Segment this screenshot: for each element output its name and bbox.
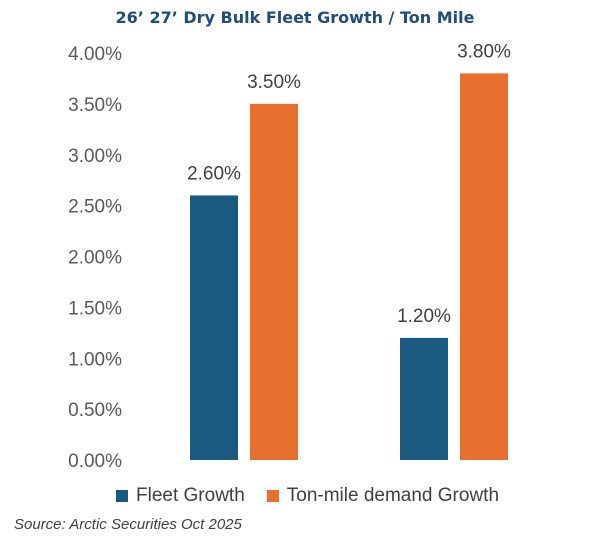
- legend-item-ton-mile-demand-growth: Ton-mile demand Growth: [266, 485, 500, 507]
- y-tick-label: 3.50%: [68, 95, 122, 116]
- bar-fleet-growth-2: [400, 337, 448, 460]
- y-tick-label: 2.50%: [68, 197, 122, 218]
- y-tick-label: 0.00%: [68, 451, 122, 472]
- data-label: 3.50%: [247, 72, 301, 93]
- data-label: 2.60%: [187, 163, 241, 184]
- legend: Fleet Growth Ton-mile demand Growth: [116, 485, 521, 507]
- legend-item-fleet-growth: Fleet Growth: [116, 485, 245, 507]
- y-tick-label: 2.00%: [68, 248, 122, 269]
- y-tick-label: 0.50%: [68, 400, 122, 421]
- y-tick-label: 1.50%: [68, 298, 122, 319]
- source-note: Source: Arctic Securities Oct 2025: [14, 516, 242, 533]
- data-label: 1.20%: [397, 306, 451, 327]
- y-tick-label: 4.00%: [68, 44, 122, 65]
- chart-title: 26’ 27’ Dry Bulk Fleet Growth / Ton Mile: [115, 8, 475, 27]
- y-tick-label: 3.00%: [68, 146, 122, 167]
- legend-swatch-ton-mile-demand-growth: [266, 490, 279, 502]
- legend-label-ton-mile-demand-growth: Ton-mile demand Growth: [286, 485, 500, 506]
- bar-ton-mile-demand-growth-2: [460, 73, 508, 460]
- legend-label-fleet-growth: Fleet Growth: [136, 485, 245, 506]
- y-tick-label: 1.00%: [68, 349, 122, 370]
- data-label: 3.80%: [457, 41, 511, 62]
- bar-fleet-growth-1: [190, 195, 238, 460]
- legend-swatch-fleet-growth: [116, 490, 128, 502]
- bar-ton-mile-demand-growth-1: [250, 103, 298, 460]
